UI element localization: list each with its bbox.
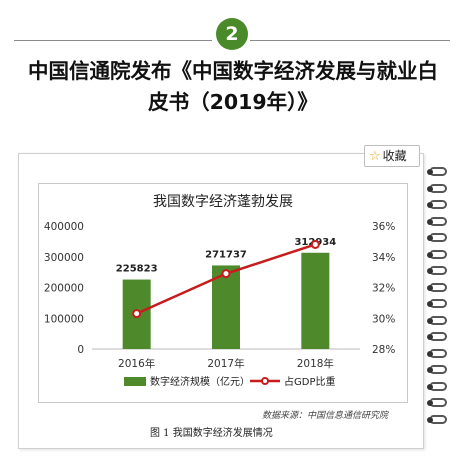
chart-title: 我国数字经济蓬勃发展 — [153, 194, 293, 210]
header-divider-left — [14, 40, 212, 41]
binding-ring — [427, 183, 449, 195]
ring-loop — [429, 348, 447, 358]
share-point — [132, 309, 142, 319]
ring-hole — [427, 218, 433, 225]
ring-hole — [427, 284, 433, 291]
share-point — [310, 239, 320, 249]
y-left-tick-label: 100000 — [44, 313, 84, 325]
ring-loop — [429, 266, 447, 275]
ring-hole — [427, 202, 433, 208]
binding-ring — [427, 265, 449, 277]
binding-ring — [427, 414, 449, 426]
ring-hole — [427, 268, 433, 274]
ring-hole — [427, 416, 433, 423]
legend-line-marker — [261, 377, 269, 385]
bar — [301, 252, 330, 349]
binding-ring — [427, 249, 449, 261]
header-divider-right — [250, 40, 450, 41]
ring-loop — [429, 398, 447, 407]
binding-ring — [427, 282, 449, 294]
binding-ring — [427, 216, 449, 228]
section-number-badge: 2 — [216, 18, 248, 50]
y-left-tick-label: 0 — [77, 344, 84, 356]
y-left-tick-label: 400000 — [44, 221, 84, 233]
y-left-tick-label: 200000 — [44, 283, 84, 295]
x-tick-label: 2016年 — [118, 357, 155, 370]
y-right-tick-label: 32% — [372, 283, 395, 295]
source-note: 数据来源：中国信息通信研究院 — [262, 411, 389, 421]
binding-ring — [427, 331, 449, 343]
bar — [212, 265, 240, 349]
binding-ring — [427, 381, 449, 393]
legend-bar-label: 数字经济规模（亿元） — [150, 375, 250, 388]
binding-ring — [427, 397, 449, 409]
ring-loop — [429, 216, 447, 226]
ring-hole — [427, 235, 433, 241]
favorite-label: 收藏 — [382, 149, 407, 163]
ring-hole — [427, 169, 433, 175]
share-point — [221, 269, 231, 279]
star-icon: ☆ — [369, 149, 381, 164]
ring-loop — [429, 282, 447, 292]
ring-loop — [429, 381, 447, 391]
binding-ring — [427, 315, 449, 327]
binding-ring — [427, 232, 449, 244]
favorite-button[interactable]: ☆ 收藏 — [364, 145, 420, 167]
ring-loop — [429, 183, 447, 193]
chart-frame — [38, 183, 408, 403]
legend-bar-swatch — [124, 377, 146, 386]
y-right-tick-label: 30% — [372, 313, 395, 325]
binding-ring — [427, 364, 449, 376]
ring-hole — [427, 367, 433, 373]
y-right-tick-label: 36% — [372, 221, 395, 233]
binding-ring — [427, 166, 449, 178]
ring-hole — [427, 383, 433, 390]
ring-hole — [427, 350, 433, 357]
ring-hole — [427, 334, 433, 340]
y-right-tick-label: 34% — [372, 252, 395, 264]
ring-loop — [429, 249, 447, 259]
ring-loop — [429, 167, 447, 176]
y-left-tick-label: 300000 — [44, 252, 84, 264]
ring-loop — [429, 332, 447, 341]
x-tick-label: 2017年 — [207, 357, 244, 370]
ring-hole — [427, 251, 433, 258]
ring-loop — [429, 233, 447, 242]
ring-hole — [427, 185, 433, 192]
ring-loop — [429, 200, 447, 209]
ring-hole — [427, 301, 433, 307]
bar-value-label: 225823 — [116, 264, 158, 275]
page-title-line-1: 中国信通院发布《中国数字经济发展与就业白 — [28, 59, 438, 83]
y-right-tick-label: 28% — [372, 344, 395, 356]
x-tick-label: 2018年 — [297, 357, 334, 370]
page-title: 中国信通院发布《中国数字经济发展与就业白 皮书（2019年）》 — [10, 56, 456, 118]
bar-value-label: 271737 — [205, 249, 247, 260]
binding-ring — [427, 199, 449, 211]
figure-caption: 图 1 我国数字经济发展情况 — [150, 428, 273, 439]
ring-loop — [429, 365, 447, 374]
notebook-binding-rings — [427, 166, 449, 428]
legend-line-label: 占GDP比重 — [284, 375, 335, 388]
ring-loop — [429, 315, 447, 325]
binding-ring — [427, 348, 449, 360]
ring-hole — [427, 317, 433, 324]
ring-loop — [429, 414, 447, 424]
ring-loop — [429, 299, 447, 308]
ring-hole — [427, 400, 433, 406]
binding-ring — [427, 298, 449, 310]
page-title-line-2: 皮书（2019年）》 — [148, 90, 318, 114]
